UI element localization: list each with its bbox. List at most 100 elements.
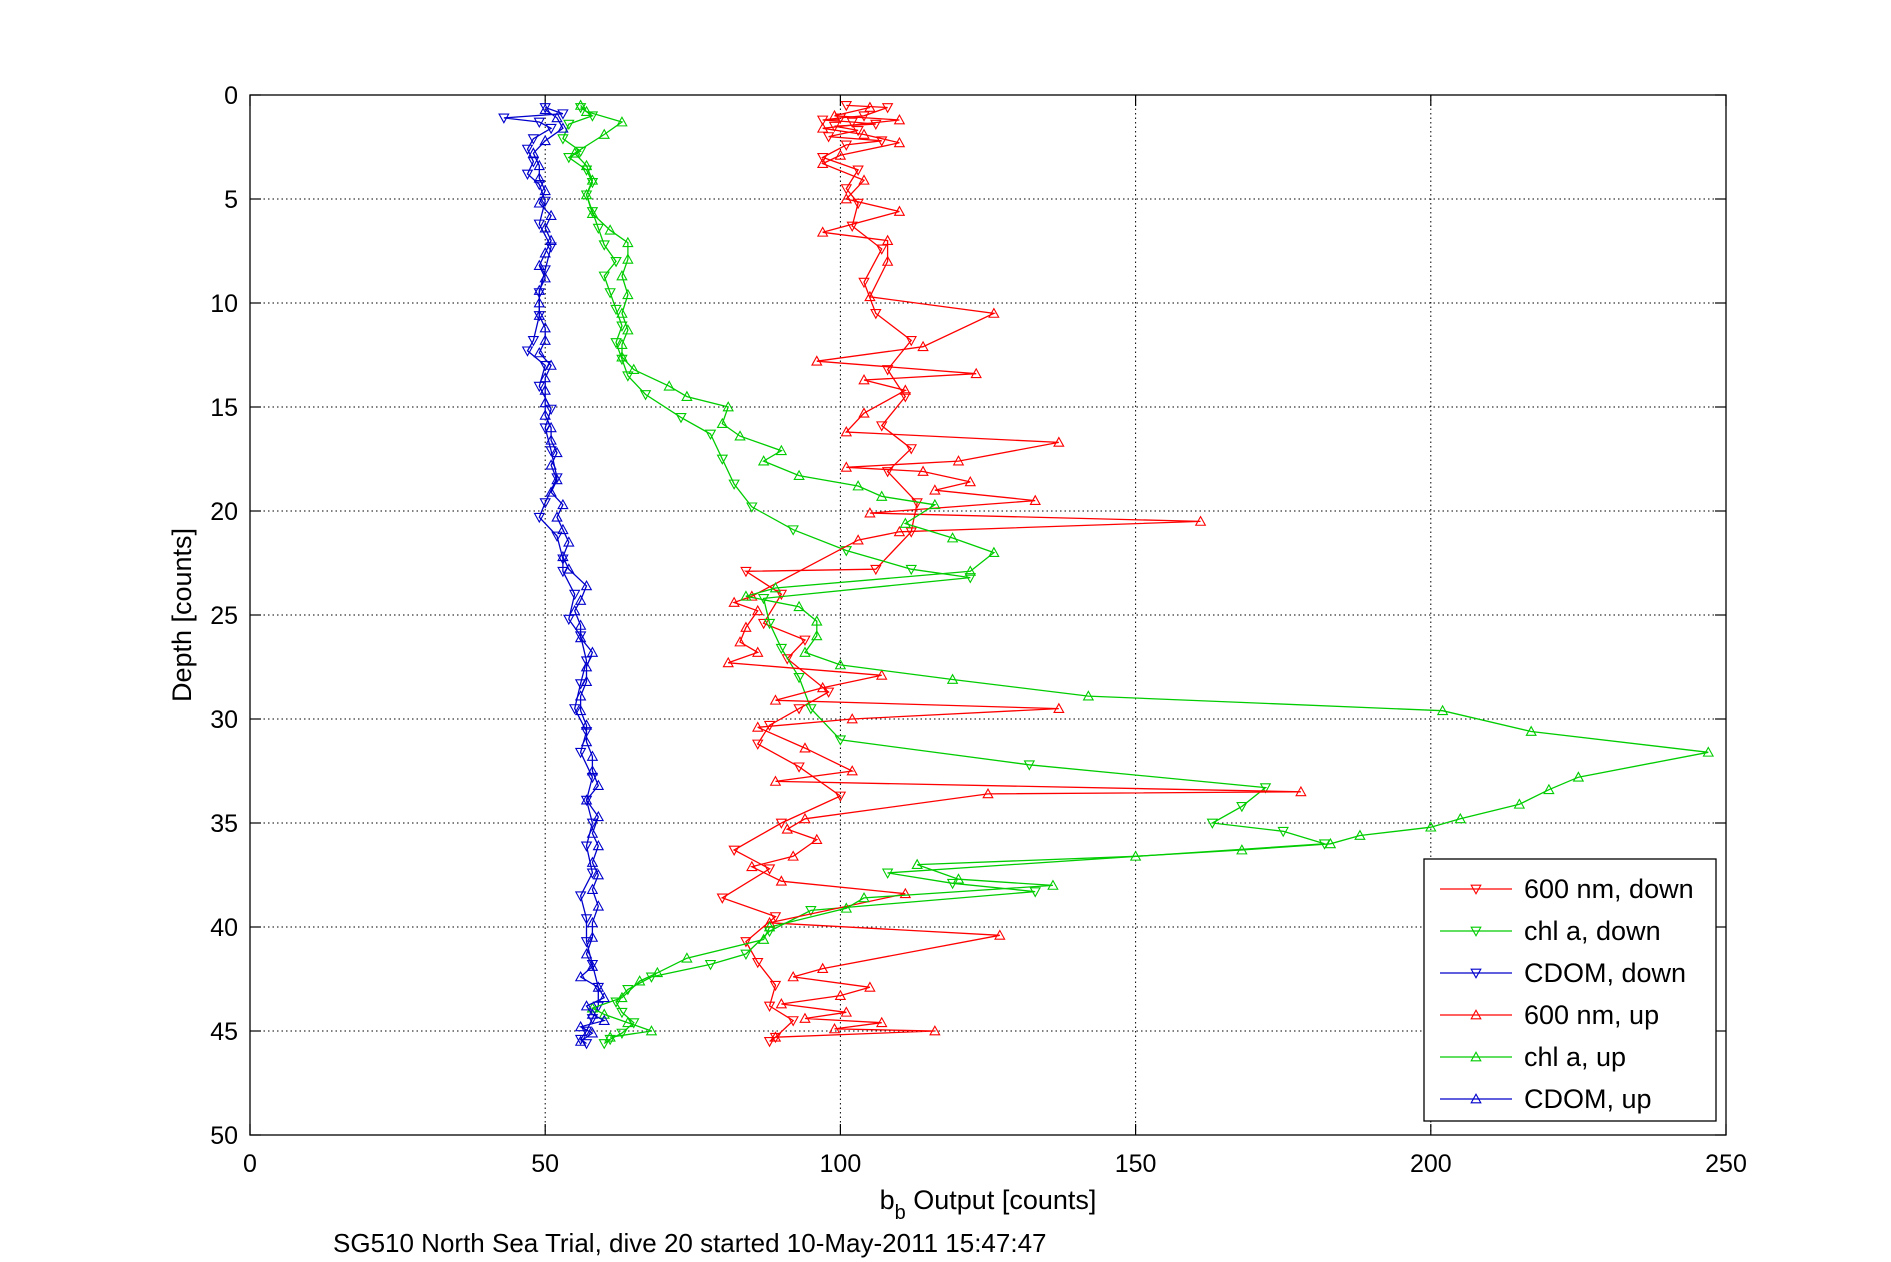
data-point xyxy=(1525,725,1537,736)
data-point xyxy=(787,1016,799,1027)
data-point xyxy=(1543,783,1555,795)
data-point xyxy=(881,103,894,114)
data-point xyxy=(557,134,569,145)
data-point xyxy=(539,196,551,208)
data-point xyxy=(574,99,587,110)
data-point xyxy=(533,346,546,358)
data-point xyxy=(816,153,829,164)
data-point xyxy=(580,579,593,591)
data-point xyxy=(728,845,740,856)
data-point xyxy=(964,475,977,487)
data-point xyxy=(545,459,557,470)
data-point xyxy=(610,257,622,268)
data-point xyxy=(875,136,888,147)
data-point xyxy=(858,128,870,139)
data-point xyxy=(580,661,593,672)
data-point xyxy=(787,850,799,861)
data-point xyxy=(828,1022,841,1034)
data-point xyxy=(746,502,758,513)
data-point xyxy=(716,454,729,465)
data-point xyxy=(1454,812,1467,824)
data-point xyxy=(811,629,823,641)
series-600-nm-down xyxy=(716,101,923,1048)
data-point xyxy=(899,392,912,403)
y-tick-label: 10 xyxy=(210,290,238,318)
data-point xyxy=(568,147,581,158)
data-point xyxy=(580,794,593,805)
data-point xyxy=(834,149,847,160)
data-point xyxy=(580,675,593,686)
data-point xyxy=(574,619,587,630)
data-point xyxy=(964,573,977,584)
data-point xyxy=(616,1007,628,1019)
legend-marker xyxy=(1470,968,1482,979)
data-point xyxy=(840,1006,853,1017)
data-point xyxy=(1236,844,1248,855)
data-point xyxy=(592,779,605,790)
data-point xyxy=(580,948,593,959)
data-point xyxy=(592,223,605,235)
data-point xyxy=(799,635,811,646)
data-point xyxy=(533,219,546,230)
data-point xyxy=(793,600,805,612)
legend-entry: 600 nm, up xyxy=(1440,1000,1659,1030)
data-point xyxy=(521,169,534,180)
data-point xyxy=(586,646,599,657)
data-point xyxy=(1354,829,1366,840)
legend-label: chl a, up xyxy=(1524,1042,1626,1072)
data-point xyxy=(1194,515,1207,526)
data-point xyxy=(527,134,540,145)
data-point xyxy=(1053,436,1065,447)
data-point xyxy=(870,309,882,320)
data-point xyxy=(586,916,599,928)
data-point xyxy=(681,952,693,963)
series-line xyxy=(720,104,918,1042)
data-point xyxy=(816,115,829,126)
data-point xyxy=(539,184,551,196)
data-point xyxy=(840,193,853,204)
data-point xyxy=(905,444,917,455)
data-point xyxy=(545,404,557,416)
data-point xyxy=(616,351,628,362)
legend-box xyxy=(1423,858,1717,1122)
data-point xyxy=(586,1027,599,1038)
data-point xyxy=(551,531,563,542)
data-point xyxy=(1029,494,1041,505)
data-point xyxy=(917,465,929,476)
y-tick-label: 0 xyxy=(224,82,238,110)
legend-entry: 600 nm, down xyxy=(1440,874,1694,904)
data-point xyxy=(557,122,569,133)
data-point xyxy=(740,590,752,601)
data-point xyxy=(763,1001,776,1012)
data-point xyxy=(864,507,876,518)
data-point xyxy=(846,221,858,232)
legend-entry: CDOM, up xyxy=(1440,1084,1652,1114)
data-point xyxy=(598,240,610,251)
data-point xyxy=(592,839,605,851)
data-point xyxy=(716,417,729,429)
data-point xyxy=(1513,798,1526,809)
data-point xyxy=(746,860,758,872)
x-tick-label: 250 xyxy=(1705,1150,1747,1178)
data-point xyxy=(881,365,894,376)
data-point xyxy=(775,818,788,829)
data-point xyxy=(917,340,929,352)
data-point xyxy=(533,180,546,191)
legend-entry: CDOM, down xyxy=(1440,958,1686,988)
data-point xyxy=(840,461,853,472)
data-point xyxy=(539,247,551,258)
data-point xyxy=(805,704,817,715)
data-point xyxy=(704,429,717,440)
data-point xyxy=(811,355,823,366)
data-point xyxy=(580,841,593,852)
data-point xyxy=(598,128,610,139)
data-point xyxy=(574,970,587,982)
data-point xyxy=(875,490,888,501)
data-point xyxy=(616,307,628,318)
data-point xyxy=(1047,879,1059,890)
data-point xyxy=(716,893,729,904)
data-point xyxy=(905,564,917,576)
data-point xyxy=(592,869,605,880)
data-point xyxy=(775,643,788,655)
data-point xyxy=(899,517,912,528)
